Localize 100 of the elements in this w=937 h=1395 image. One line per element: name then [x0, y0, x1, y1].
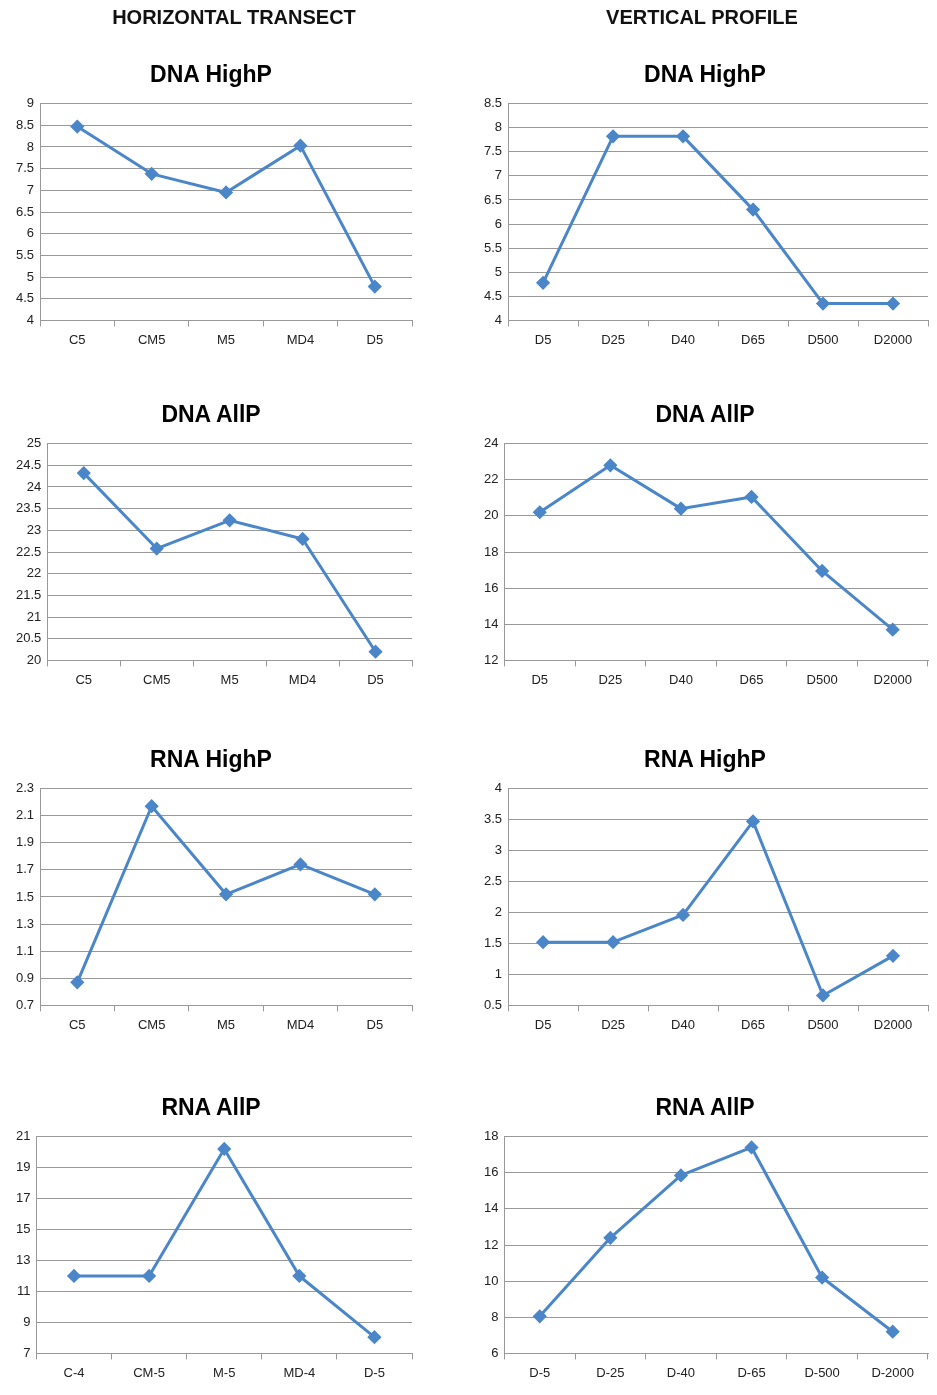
x-tick-label: C5 — [75, 671, 93, 687]
y-tick-label: 24.5 — [15, 456, 42, 472]
point — [219, 887, 233, 901]
y-tick-label: 5 — [494, 263, 503, 279]
point — [145, 799, 159, 813]
y-tick-label: 8 — [494, 119, 503, 135]
x-tick-label: M-5 — [213, 1364, 236, 1380]
x-tick-label: MD4 — [286, 1016, 315, 1032]
y-tick-label: 6.5 — [483, 191, 503, 207]
y-tick-label: 22 — [483, 471, 499, 487]
y-tick-label: 2.1 — [15, 807, 35, 823]
chart-title: RNA AllP — [161, 1094, 261, 1121]
y-tick-label: 2.3 — [15, 780, 35, 796]
y-tick-label: 22.5 — [15, 543, 42, 559]
x-tick-label: D25 — [598, 671, 623, 687]
text: VERTICAL PROFILE — [605, 6, 799, 29]
y-tick-label: 4 — [494, 780, 503, 796]
y-tick-label: 13 — [15, 1252, 31, 1268]
y-tick-label: 3.5 — [483, 811, 503, 827]
y-tick-label: 1.3 — [15, 915, 35, 931]
y-tick-label: 4.5 — [15, 290, 35, 306]
point — [886, 297, 900, 311]
point — [70, 975, 84, 989]
point — [293, 857, 307, 871]
x-tick-label: D2000 — [873, 331, 913, 347]
x-tick-label: D65 — [741, 331, 765, 347]
y-tick-label: 5.5 — [483, 239, 503, 255]
point — [674, 502, 688, 516]
y-tick-label: 17 — [15, 1190, 31, 1206]
y-tick-label: 4 — [494, 311, 503, 327]
point — [606, 129, 620, 143]
point — [67, 1269, 81, 1283]
y-tick-label: 6 — [26, 225, 35, 241]
y-tick-label: 2.5 — [483, 873, 503, 889]
y-tick-label: 7.5 — [15, 160, 35, 176]
y-tick-label: 4.5 — [483, 287, 503, 303]
y-tick-label: 1.5 — [15, 888, 35, 904]
chart-title: RNA HighP — [150, 746, 272, 773]
x-tick-label: D25 — [601, 331, 625, 347]
x-tick-label: D-2000 — [871, 1364, 915, 1380]
point — [745, 490, 759, 504]
y-tick-label: 24 — [483, 435, 499, 451]
x-tick-label: D65 — [739, 671, 764, 687]
point — [536, 276, 550, 290]
chart-title: DNA HighP — [150, 61, 272, 88]
x-tick-label: CM-5 — [133, 1364, 166, 1380]
y-tick-label: 1.7 — [15, 861, 35, 877]
point — [368, 280, 382, 294]
y-tick-label: 24 — [26, 478, 42, 494]
x-tick-label: D500 — [807, 331, 839, 347]
x-tick-label: D500 — [807, 1016, 839, 1032]
point — [150, 542, 164, 556]
x-tick-label: D5 — [367, 671, 384, 687]
y-tick-label: 9 — [26, 95, 35, 111]
point — [142, 1269, 156, 1283]
y-tick-label: 0.9 — [15, 969, 35, 985]
chart-title: RNA HighP — [644, 746, 766, 773]
x-tick-label: D5 — [366, 331, 384, 347]
x-tick-label: D2000 — [873, 1016, 913, 1032]
y-tick-label: 7 — [23, 1344, 31, 1360]
point — [815, 1271, 829, 1285]
x-tick-label: D-500 — [804, 1364, 840, 1380]
y-tick-label: 6.5 — [15, 203, 35, 219]
y-tick-label: 20 — [26, 651, 42, 667]
point — [296, 532, 310, 546]
x-tick-label: D25 — [601, 1016, 625, 1032]
y-tick-label: 16 — [483, 1164, 499, 1180]
chart-title: DNA AllP — [655, 401, 755, 428]
x-tick-label: D-40 — [666, 1364, 696, 1380]
point — [292, 1269, 306, 1283]
y-tick-label: 20 — [483, 507, 499, 523]
y-tick-label: 3 — [494, 842, 503, 858]
x-tick-label: D40 — [671, 1016, 695, 1032]
x-tick-label: M5 — [217, 1016, 236, 1032]
point — [746, 814, 760, 828]
x-tick-label: C5 — [68, 331, 86, 347]
y-tick-label: 6 — [491, 1344, 499, 1360]
y-tick-label: 0.5 — [483, 996, 503, 1012]
y-tick-label: 8 — [26, 138, 35, 154]
point — [606, 935, 620, 949]
x-tick-label: CM5 — [142, 671, 171, 687]
point — [603, 1231, 617, 1245]
y-tick-label: 7 — [494, 167, 503, 183]
y-tick-label: 8 — [491, 1308, 499, 1324]
x-tick-label: D5 — [366, 1016, 384, 1032]
y-tick-label: 16 — [483, 579, 499, 595]
y-tick-label: 8.5 — [15, 116, 35, 132]
y-tick-label: 12 — [483, 1236, 499, 1252]
y-tick-label: 4 — [26, 311, 35, 327]
y-tick-label: 1.5 — [483, 935, 503, 951]
chart-title: DNA HighP — [644, 61, 766, 88]
point — [223, 513, 237, 527]
x-tick-label: D5 — [534, 331, 552, 347]
point — [368, 887, 382, 901]
point — [70, 120, 84, 134]
y-tick-label: 9 — [23, 1314, 31, 1330]
point — [816, 297, 830, 311]
point — [369, 645, 383, 659]
y-tick-label: 23 — [26, 521, 42, 537]
y-tick-label: 12 — [483, 651, 499, 667]
